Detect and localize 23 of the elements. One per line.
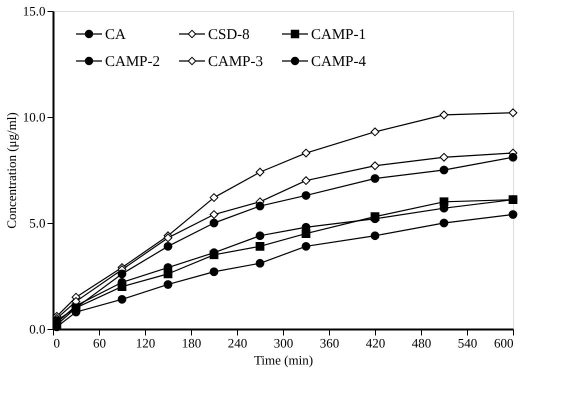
x-tick-label: 120 (136, 336, 156, 350)
x-tick-label: 600 (494, 336, 514, 350)
x-tick-label: 420 (366, 336, 386, 350)
x-tick-label: 0 (54, 336, 60, 350)
y-tick-label: 10.0 (22, 110, 46, 124)
x-tick-label: 360 (320, 336, 340, 350)
legend-label: CA (105, 27, 126, 43)
legend-label: CAMP-2 (105, 54, 160, 70)
x-tick-label: 300 (274, 336, 294, 350)
x-tick-label: 180 (182, 336, 202, 350)
x-tick-label: 60 (93, 336, 106, 350)
y-axis-title: Concentration (μg/ml) (4, 112, 19, 229)
y-tick-label: 0.0 (29, 322, 46, 336)
x-tick-label: 480 (412, 336, 432, 350)
legend-label: CSD-8 (208, 27, 250, 43)
y-tick-label: 15.0 (22, 4, 46, 18)
x-tick-label: 240 (228, 336, 248, 350)
legend-label: CAMP-4 (311, 54, 367, 70)
x-tick-label: 540 (458, 336, 478, 350)
legend-label: CAMP-3 (208, 54, 264, 70)
x-axis-title: Time (min) (254, 352, 314, 368)
y-tick-label: 5.0 (29, 216, 46, 230)
legend-label: CAMP-1 (311, 27, 366, 43)
